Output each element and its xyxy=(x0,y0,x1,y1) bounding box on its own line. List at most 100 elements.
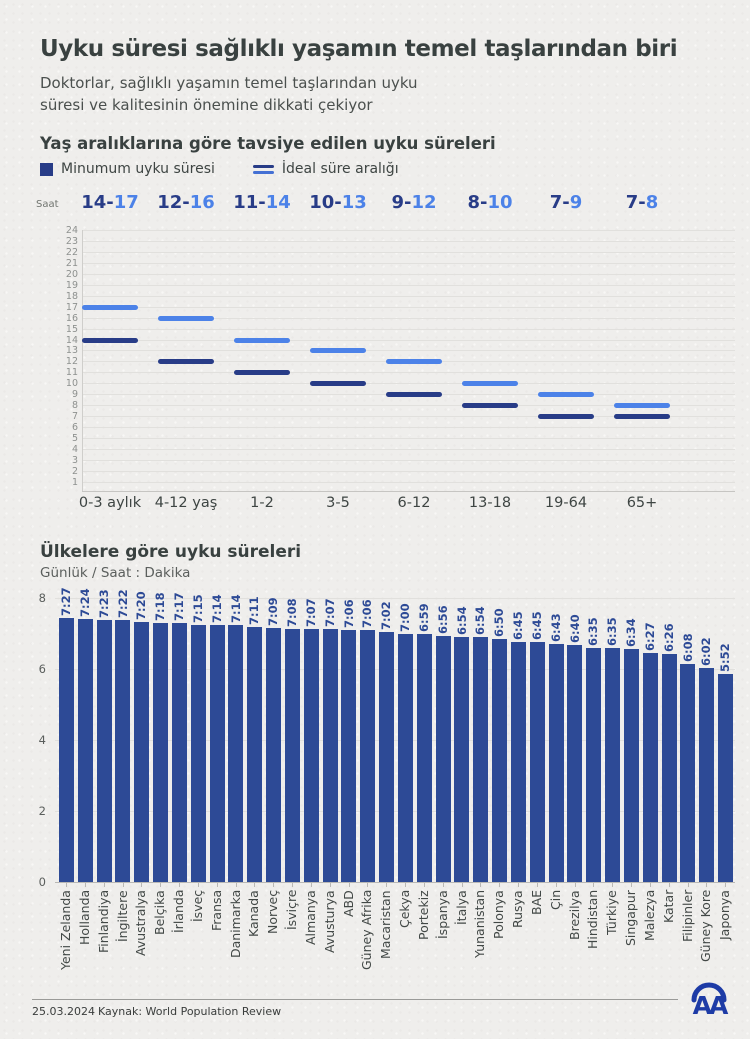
bar-value-label: 7:23 xyxy=(96,589,111,618)
range-min-value: 11- xyxy=(233,192,266,213)
bar xyxy=(341,629,357,882)
range-min-value: 12- xyxy=(157,192,190,213)
bar xyxy=(322,629,338,882)
bar xyxy=(115,620,131,882)
range-label: 8-10 xyxy=(452,192,528,213)
bar xyxy=(190,624,206,882)
bar-value-label: 7:09 xyxy=(266,597,281,627)
min-sleep-line xyxy=(614,414,670,420)
gridline xyxy=(82,427,735,429)
bar xyxy=(303,629,319,882)
bar-value-label: 6:35 xyxy=(605,617,620,647)
x-tick xyxy=(687,883,689,887)
bar xyxy=(360,629,376,882)
minimum-swatch-icon xyxy=(40,162,53,176)
footer-source: Kaynak: World Population Review xyxy=(98,1005,282,1018)
min-sleep-line xyxy=(462,403,518,409)
y-tick-label: 2 xyxy=(38,804,46,818)
country-label: Yeni Zelanda xyxy=(58,890,73,970)
range-label: 10-13 xyxy=(300,192,376,213)
country-label: Brezilya xyxy=(566,890,582,940)
bar xyxy=(435,635,451,882)
x-axis-line xyxy=(82,491,735,492)
gridline xyxy=(82,306,735,308)
x-tick xyxy=(612,883,614,887)
bar xyxy=(699,667,715,882)
x-tick xyxy=(235,883,237,887)
range-label: 7-9 xyxy=(528,192,604,213)
gridline xyxy=(82,317,735,319)
bar-value-label: 7:14 xyxy=(209,594,224,624)
y-tick-label: 4 xyxy=(38,733,46,747)
y-tick-label: 12 xyxy=(65,356,78,368)
country-label: İngiltere xyxy=(114,890,130,942)
bar xyxy=(134,621,150,882)
bar xyxy=(642,653,658,882)
bar-value-label: 7:00 xyxy=(398,602,412,632)
bar-value-label: 7:11 xyxy=(247,596,262,625)
bar-value-label: 7:24 xyxy=(77,588,92,618)
ideal-sleep-line xyxy=(158,315,214,321)
page-subtitle-line1: Doktorlar, sağlıklı yaşamın temel taşlar… xyxy=(40,74,418,92)
bar-value-label: 6:02 xyxy=(699,637,714,666)
y-tick-label: 19 xyxy=(65,279,78,291)
y-tick-label: 4 xyxy=(71,444,78,455)
page-subtitle-line2: süresi ve kalitesinin önemine dikkati çe… xyxy=(40,96,373,114)
bar xyxy=(209,625,225,882)
x-tick xyxy=(405,883,406,887)
gridline xyxy=(55,882,735,883)
y-tick-label: 24 xyxy=(65,225,78,236)
y-tick-label: 23 xyxy=(65,235,78,247)
page-title: Uyku süresi sağlıklı yaşamın temel taşla… xyxy=(40,36,678,62)
min-sleep-line xyxy=(234,370,290,376)
country-label: Finlandiya xyxy=(95,890,111,954)
age-chart-title: Yaş aralıklarına göre tavsiye edilen uyk… xyxy=(40,134,496,153)
x-tick xyxy=(518,883,519,887)
gridline xyxy=(82,416,735,418)
bar xyxy=(680,664,696,882)
x-tick xyxy=(649,883,651,887)
bar-value-label: 7:07 xyxy=(322,598,337,628)
x-tick xyxy=(122,883,124,887)
bar-value-label: 5:52 xyxy=(718,643,733,672)
legend-item-ideal: İdeal süre aralığı xyxy=(252,161,399,177)
y-tick-label: 6 xyxy=(38,662,46,676)
bar-value-label: 6:40 xyxy=(567,614,582,644)
y-tick-label: 6 xyxy=(71,422,78,434)
min-sleep-line xyxy=(158,359,214,365)
gridline xyxy=(82,284,735,286)
country-label: Kanada xyxy=(246,890,262,937)
gridline xyxy=(82,481,735,483)
x-tick xyxy=(499,883,501,887)
legend-item-minimum: Minumum uyku süresi xyxy=(40,161,215,177)
x-category-label: 3-5 xyxy=(326,495,350,511)
country-label: ABD xyxy=(340,890,356,917)
bar-value-label: 6:34 xyxy=(624,618,638,647)
bar-value-label: 6:27 xyxy=(642,622,657,652)
x-tick xyxy=(423,883,425,887)
y-tick-label: 21 xyxy=(65,257,78,269)
bar-value-label: 6:45 xyxy=(529,611,544,641)
ideal-range-swatch-icon xyxy=(252,164,274,174)
y-tick-label: 5 xyxy=(71,433,78,445)
gridline xyxy=(82,262,735,264)
x-tick xyxy=(668,883,670,887)
bar-value-label: 6:43 xyxy=(548,612,563,642)
x-tick xyxy=(725,883,727,887)
bar xyxy=(379,632,395,882)
x-tick xyxy=(254,883,256,887)
country-label: Çin xyxy=(547,890,563,911)
country-label: Almanya xyxy=(302,890,318,945)
gridline xyxy=(82,350,735,352)
gridline xyxy=(82,438,735,440)
country-label: İsveç xyxy=(189,890,205,923)
x-tick xyxy=(329,883,331,887)
bar-value-label: 7:08 xyxy=(285,598,299,627)
y-tick-label: 20 xyxy=(65,268,78,280)
bar xyxy=(397,633,413,882)
min-sleep-line xyxy=(386,392,442,398)
bar xyxy=(529,642,545,882)
x-tick xyxy=(273,883,275,887)
ideal-sleep-line xyxy=(386,359,442,365)
min-sleep-line xyxy=(82,337,138,343)
